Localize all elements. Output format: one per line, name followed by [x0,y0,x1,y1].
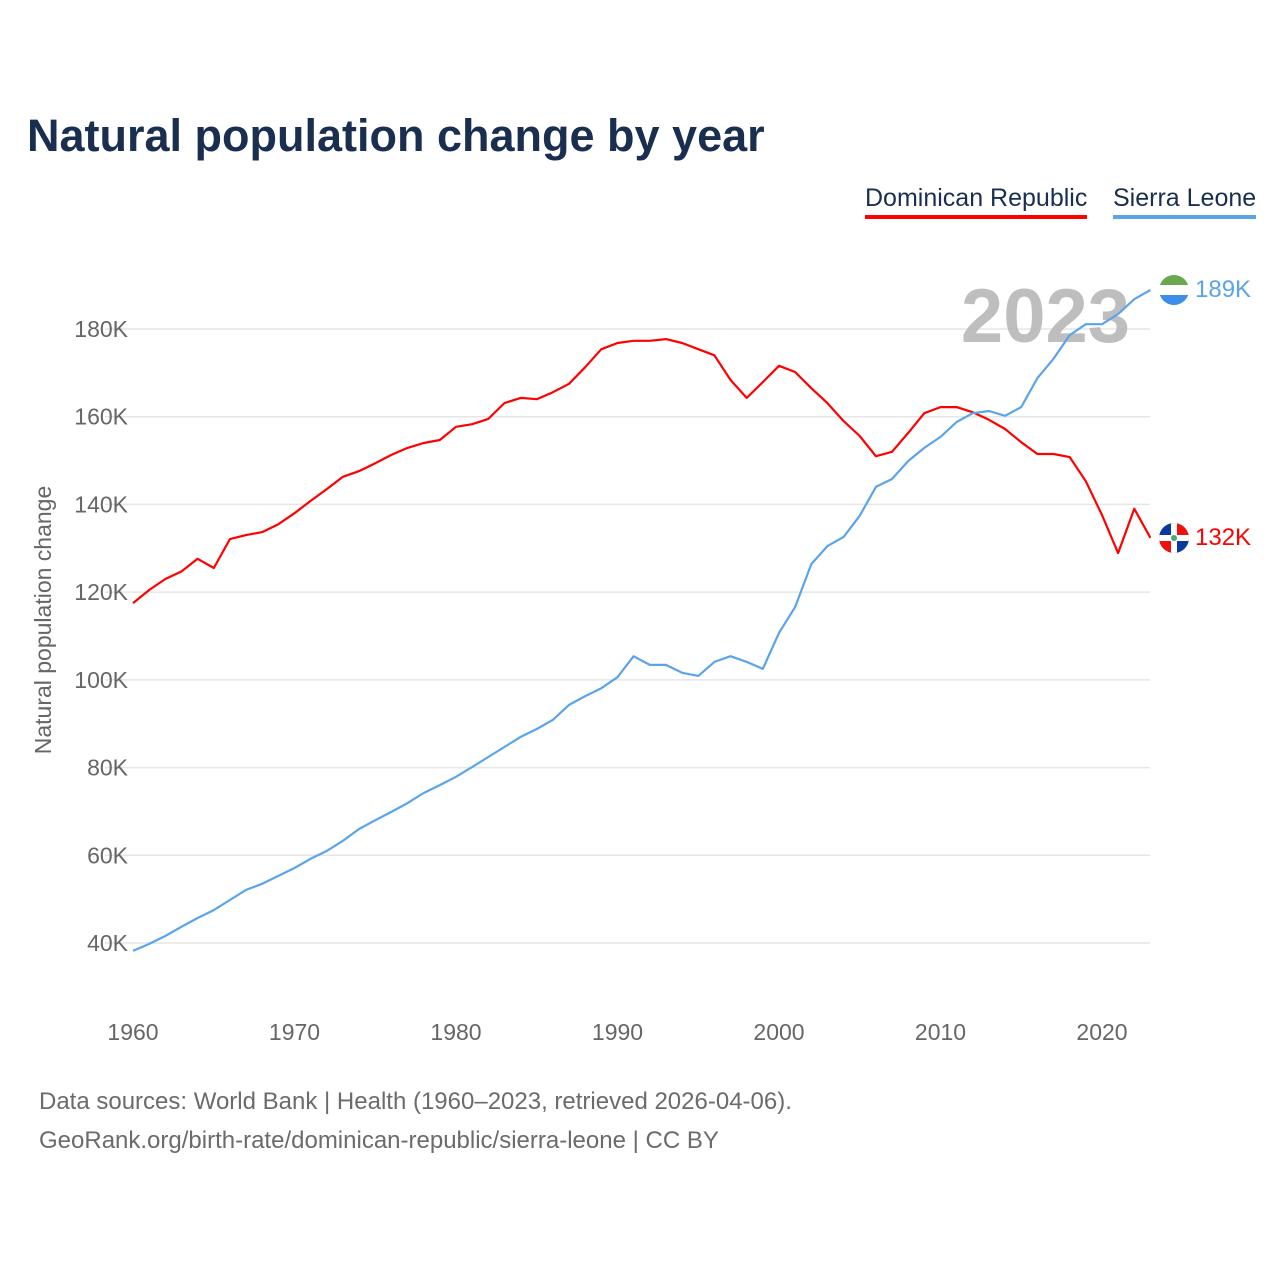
series-lines [132,289,1152,952]
y-axis-ticks: 40K 60K 80K 100K 120K 140K 160K 180K [74,316,128,956]
x-tick-label: 2010 [915,1019,966,1045]
y-tick-label: 60K [87,842,129,868]
end-label-sierra-leone: 189K [1195,276,1251,303]
y-tick-label: 180K [74,316,128,342]
series-line-dominican-republic [132,338,1152,604]
chart-title: Natural population change by year [27,110,765,161]
y-tick-label: 80K [87,755,129,781]
x-tick-label: 2000 [753,1019,804,1045]
flag-sierra-leone-icon [1159,275,1189,305]
y-tick-label: 40K [87,930,129,956]
y-tick-label: 160K [74,404,128,430]
grid [105,328,1150,944]
legend-dominican-republic[interactable]: Dominican Republic [865,184,1088,219]
x-axis-ticks: 1960 1970 1980 1990 2000 2010 2020 [107,1019,1127,1045]
year-watermark: 2023 [961,274,1130,359]
y-tick-label: 100K [74,667,128,693]
x-tick-label: 1980 [430,1019,481,1045]
x-tick-label: 2020 [1076,1019,1127,1045]
attribution-text[interactable]: GeoRank.org/birth-rate/dominican-republi… [39,1127,719,1154]
y-tick-label: 140K [74,491,128,517]
legend-sierra-leone[interactable]: Sierra Leone [1113,184,1257,219]
data-source-text: Data sources: World Bank | Health (1960–… [39,1088,792,1115]
y-tick-label: 120K [74,579,128,605]
x-tick-label: 1960 [107,1019,158,1045]
series-line-sierra-leone [132,289,1151,952]
flag-dominican-republic-icon [1159,523,1189,553]
end-label-dominican-republic: 132K [1195,524,1251,551]
x-tick-label: 1990 [592,1019,643,1045]
x-tick-label: 1970 [269,1019,320,1045]
y-axis-label: Natural population change [30,486,56,755]
